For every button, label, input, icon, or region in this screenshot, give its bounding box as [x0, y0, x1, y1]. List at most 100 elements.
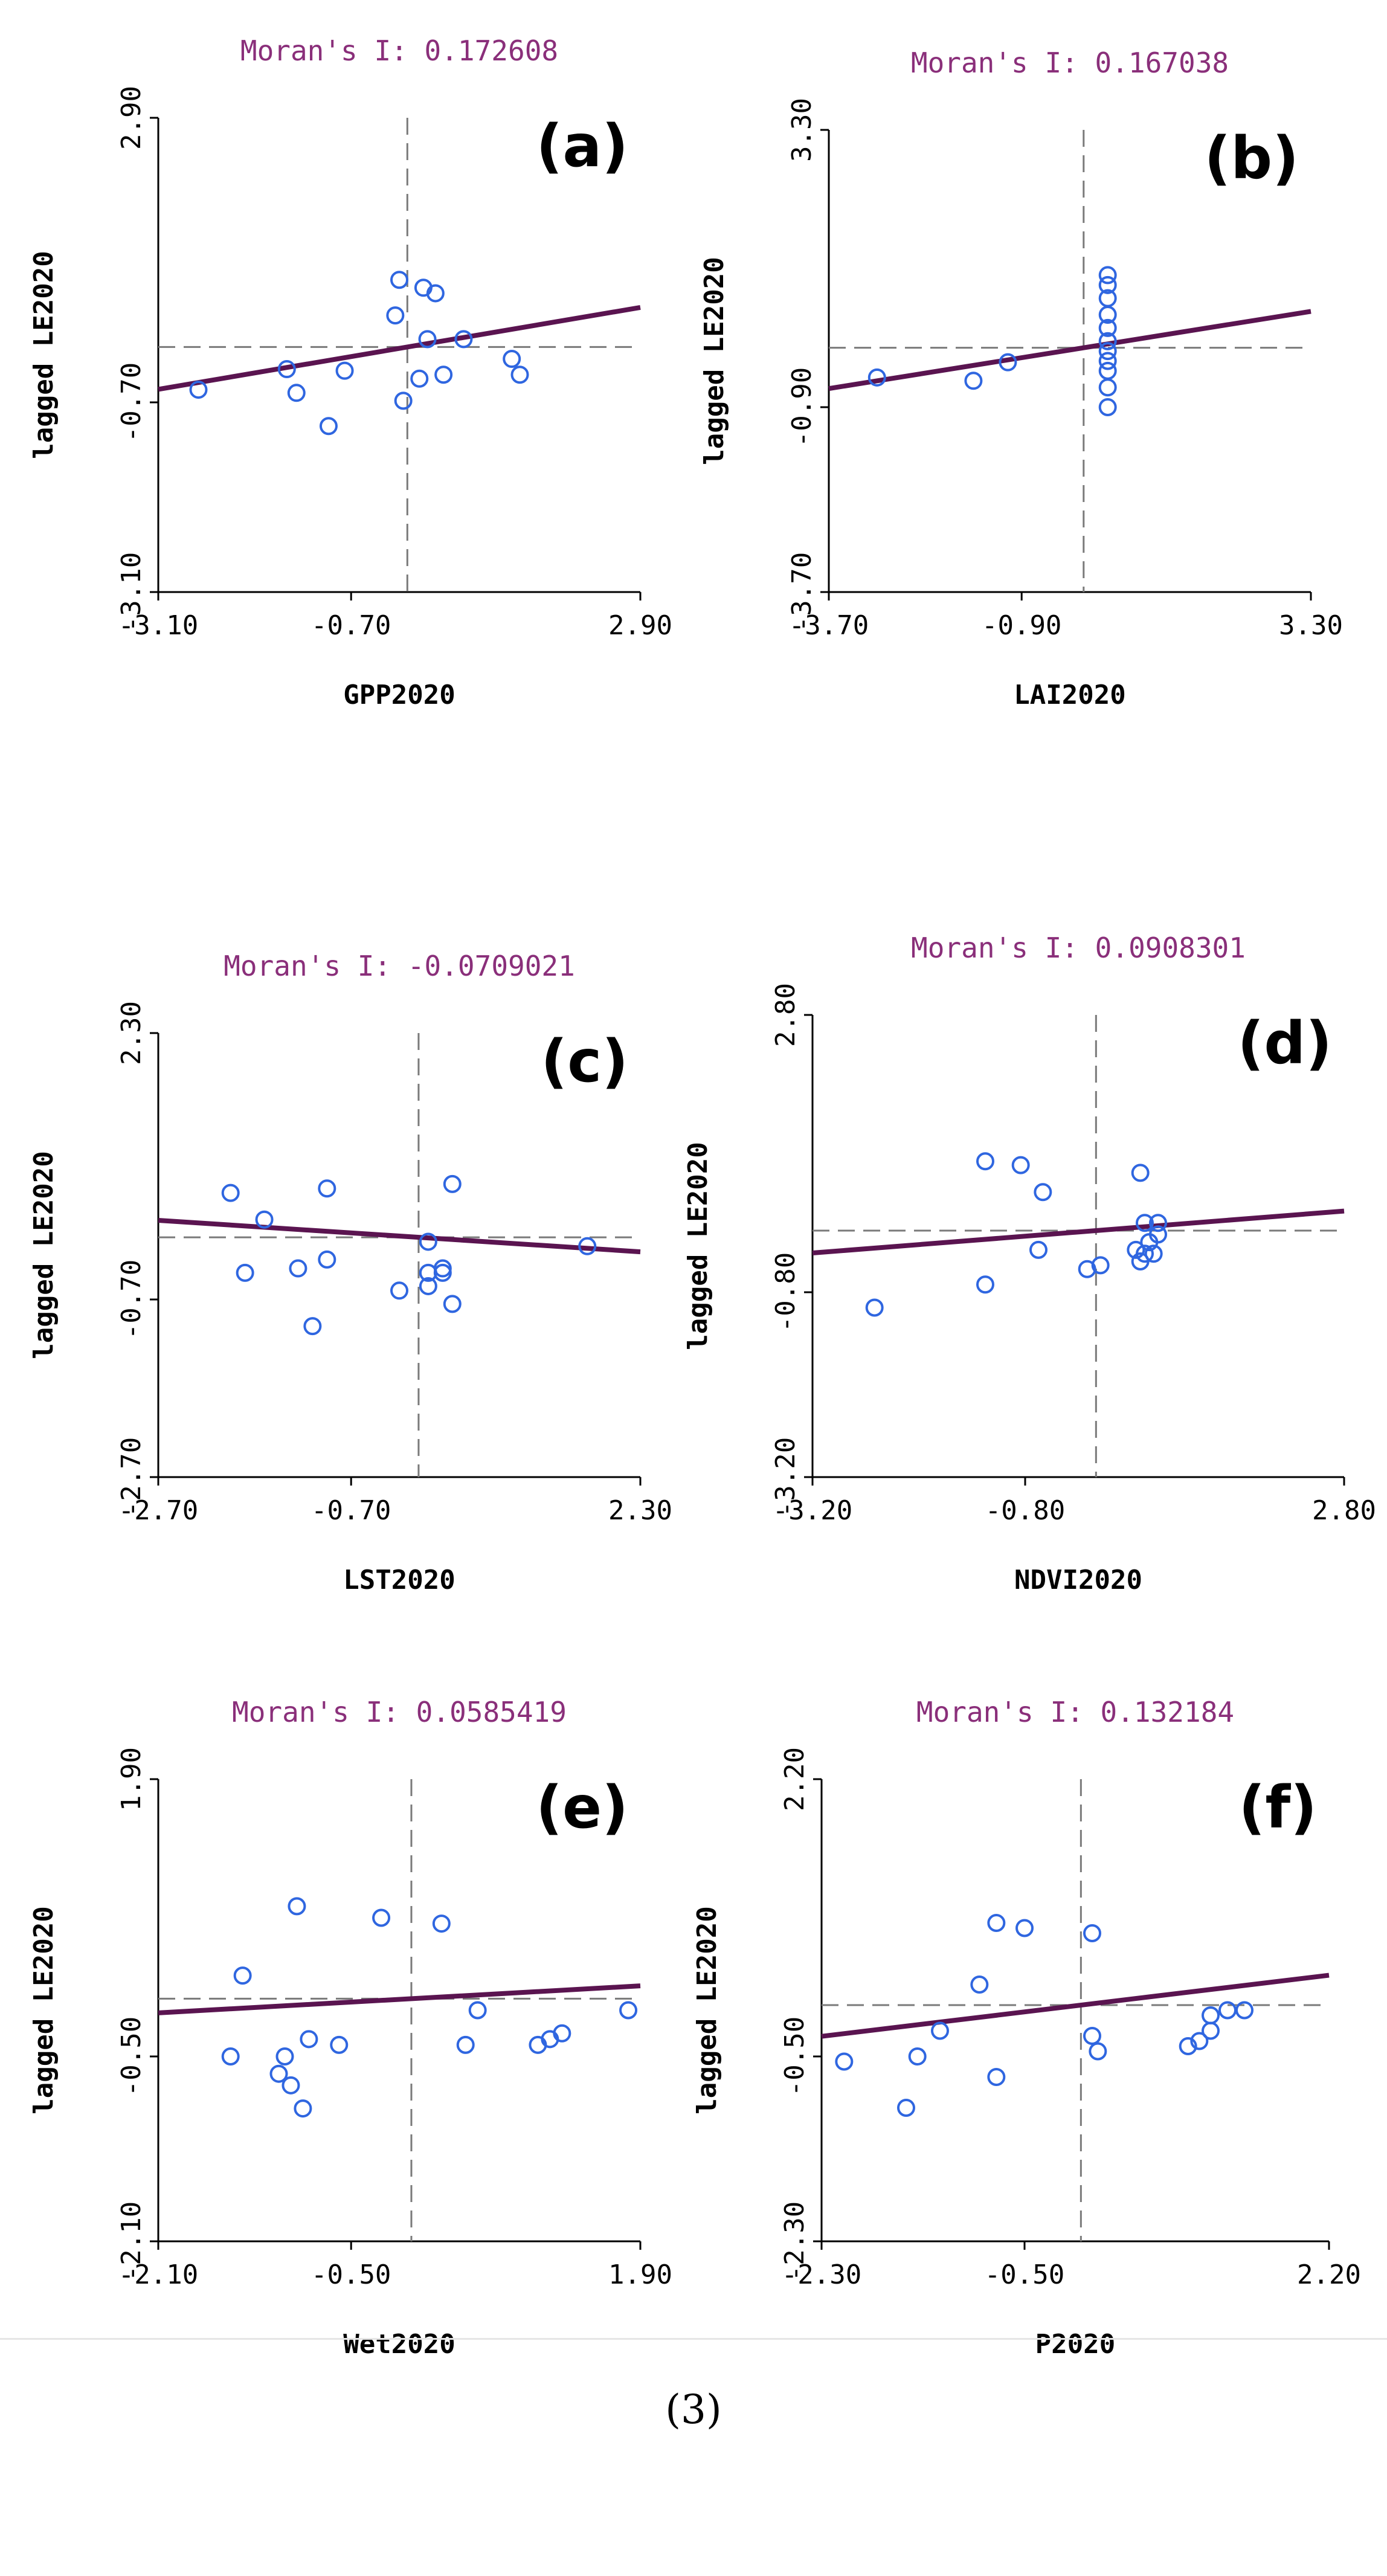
panel-a-data-point [454, 330, 473, 349]
panel-f-data-point [1202, 2021, 1220, 2040]
panel-b-data-point [964, 372, 983, 390]
panel-f-data-point [1089, 2042, 1107, 2061]
panel-d-data-point [976, 1275, 994, 1294]
panel-a-data-point [426, 284, 445, 303]
panel-b-data-point [1098, 398, 1117, 416]
panel-d-data-point [1149, 1214, 1167, 1232]
panel-e-label: (e) [536, 1774, 628, 1841]
panel-a-data-point [390, 271, 408, 289]
panel-d-x-tick-label: 2.80 [1312, 1495, 1376, 1526]
panel-b-data-point [1098, 275, 1117, 294]
panel-e-regression-line [158, 1983, 641, 2015]
panel-d-data-point [1131, 1164, 1150, 1182]
panel-d-data-point [1127, 1240, 1145, 1259]
panel-a-data-point [418, 330, 437, 349]
panel-e-data-point [372, 1908, 391, 1927]
panel-d-data-point [1011, 1156, 1030, 1174]
panel-a-data-point [503, 350, 521, 369]
panel-c-regression-line [158, 1217, 641, 1255]
panel-b-title: Moran's I: 0.167038 [911, 47, 1229, 79]
panel-c-x-tick-label: -0.70 [311, 1495, 391, 1526]
panel-c-data-point [236, 1263, 254, 1282]
panel-b-y-tick-label: -0.90 [787, 367, 817, 447]
panel-d-x-tick-label: -0.80 [985, 1495, 1065, 1526]
panel-a-y-tick-label: -0.70 [116, 362, 147, 442]
panel-a-y-axis-label: lagged LE2020 [28, 251, 59, 459]
panel-f-data-point [931, 2021, 949, 2040]
panel-e-y-tick-label: 1.90 [116, 1747, 147, 1811]
panel-e-data-point [553, 2024, 571, 2043]
figure-caption: (3) [665, 2386, 722, 2433]
panel-e-data-point [432, 1914, 451, 1933]
panel-c-data-point [289, 1259, 307, 1278]
panel-b-y-tick-label: -3.70 [787, 552, 817, 632]
panel-b-data-point [1098, 332, 1117, 350]
panel-c-y-tick-label: -0.70 [116, 1260, 147, 1339]
panel-a-x-tick-label: 2.90 [608, 610, 672, 641]
panel-f-x-tick-label: -2.30 [782, 2259, 861, 2290]
panel-a-data-point [287, 384, 306, 402]
panel-a-data-point [319, 417, 338, 436]
panel-c-label: (c) [541, 1028, 628, 1095]
panel-f-data-point [1190, 2032, 1209, 2050]
panel-d-x-axis-label: NDVI2020 [1014, 1565, 1142, 1596]
panel-e-title: Moran's I: 0.0585419 [232, 1696, 567, 1728]
panel-b-data-point [1098, 342, 1117, 361]
panel-c-data-point [443, 1295, 462, 1313]
panel-b-data-point [999, 353, 1017, 372]
panel-b-x-tick-label: 3.30 [1279, 610, 1343, 641]
panel-c-data-point [318, 1179, 336, 1198]
panel-e-data-point [221, 2047, 240, 2066]
panel-a-regression-line [158, 304, 641, 392]
panel-e-y-tick-label: -0.50 [116, 2017, 147, 2096]
panel-c-data-point [255, 1210, 274, 1229]
panel-f-x-tick-label: 2.20 [1297, 2259, 1361, 2290]
panel-f-y-tick-label: -0.50 [779, 2017, 810, 2096]
panel-d-data-point [1131, 1252, 1150, 1270]
panel-e-y-axis-label: lagged LE2020 [28, 1906, 59, 2114]
panel-a-data-point [434, 365, 453, 384]
panel-b-x-axis-label: LAI2020 [1014, 680, 1125, 710]
panel-e-y-tick-label: -2.10 [116, 2201, 147, 2281]
panel-e-data-point [288, 1897, 306, 1916]
panel-f-data-point [1179, 2037, 1197, 2055]
panel-c-data-point [419, 1232, 437, 1251]
panel-f-data-point [1235, 2001, 1253, 2020]
panel-f-x-axis-label: P2020 [1035, 2329, 1115, 2360]
panel-c-data-point [303, 1317, 322, 1336]
panel-c-title: Moran's I: -0.0709021 [224, 950, 575, 982]
panel-f-regression-line [821, 1972, 1330, 2039]
panel-d-label: (d) [1238, 1009, 1332, 1077]
panel-f-data-point [1083, 1924, 1101, 1942]
panel-d-data-point [865, 1298, 884, 1317]
panel-e-data-point [233, 1966, 252, 1985]
panel-e-x-tick-label: -2.10 [118, 2259, 198, 2290]
panel-e-data-point [330, 2035, 349, 2054]
panel-a-y-tick-label: -3.10 [116, 552, 147, 632]
panel-a-data-point [394, 391, 413, 410]
panel-b-data-point [1098, 306, 1117, 324]
panel-d-title: Moran's I: 0.0908301 [911, 932, 1246, 964]
panel-f-label: (f) [1238, 1774, 1317, 1841]
panel-f-data-point [1083, 2027, 1101, 2045]
panel-d-data-point [1034, 1183, 1052, 1202]
panel-c-x-tick-label: 2.30 [608, 1495, 672, 1526]
panel-b-regression-line [828, 309, 1311, 391]
panel-f-y-axis-label: lagged LE2020 [692, 1906, 722, 2114]
panel-d-regression-line [812, 1208, 1345, 1256]
panel-c-x-axis-label: LST2020 [343, 1565, 455, 1596]
panel-d-x-tick-label: -3.20 [773, 1495, 852, 1526]
panel-c-data-point [578, 1237, 597, 1255]
panel-a-data-point [410, 369, 429, 388]
panel-b-label: (b) [1205, 124, 1299, 192]
panel-a-data-point [510, 365, 529, 384]
panel-f-data-point [1202, 2006, 1220, 2024]
panel-f-y-tick-label: -2.30 [779, 2201, 810, 2281]
panel-f-data-point [835, 2052, 854, 2071]
panel-b-data-point [1098, 318, 1117, 337]
panel-a-x-tick-label: -0.70 [311, 610, 391, 641]
panel-a-data-point [335, 361, 354, 380]
panel-d-data-point [1144, 1245, 1163, 1263]
panel-e-x-axis-label: Wet2020 [343, 2329, 455, 2360]
